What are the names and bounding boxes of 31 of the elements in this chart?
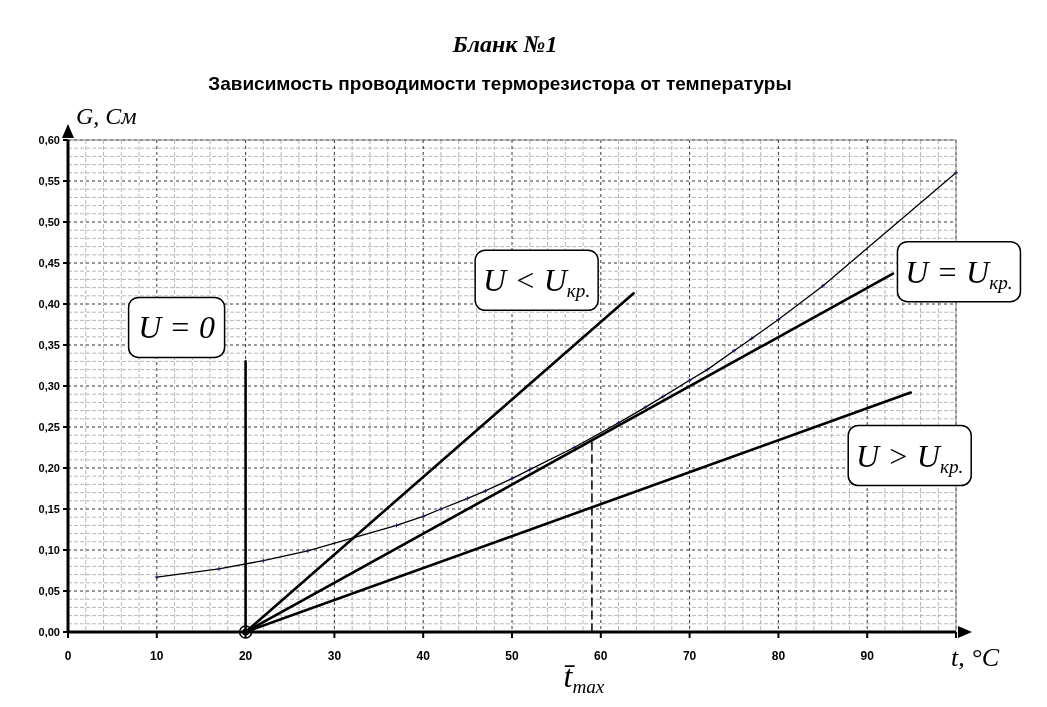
x-tick-label: 60 <box>594 649 608 663</box>
y-tick-label: 0,25 <box>38 421 60 433</box>
series-label: U > U$_{кр.}$ <box>856 437 964 477</box>
y-axis-title: G, См <box>76 103 137 129</box>
x-tick-label: 30 <box>327 649 342 663</box>
x-tick-label: 0 <box>64 649 72 663</box>
chart-title: Бланк №1 <box>451 31 558 57</box>
y-tick-label: 0,40 <box>38 298 60 310</box>
y-tick-label: 0,50 <box>38 216 60 228</box>
y-tick-label: 0,35 <box>38 339 60 351</box>
x-tick-label: 70 <box>682 649 697 663</box>
y-tick-label: 0,20 <box>38 462 60 474</box>
x-tick-label: 20 <box>238 649 253 663</box>
y-tick-label: 0,45 <box>38 257 60 269</box>
y-tick-label: 0,10 <box>38 544 60 556</box>
series-label: U = 0 <box>138 309 215 346</box>
x-tick-label: 80 <box>771 649 786 663</box>
y-tick-label: 0,60 <box>38 134 60 146</box>
y-tick-label: 0,55 <box>38 175 60 187</box>
series-label: U < U$_{кр.}$ <box>483 262 591 302</box>
x-tick-label: 40 <box>416 649 431 663</box>
x-axis-title: t, °C <box>951 643 1000 672</box>
y-tick-label: 0,30 <box>38 380 60 392</box>
y-tick-label: 0,15 <box>38 503 60 515</box>
y-tick-label: 0,05 <box>38 585 60 597</box>
chart-subtitle: Зависимость проводимости терморезистора от температуры <box>208 73 792 94</box>
series-label: U = U$_{кр.}$ <box>905 253 1013 293</box>
x-tick-label: 10 <box>150 649 164 663</box>
x-tick-label: 90 <box>860 649 875 663</box>
x-tick-label: 50 <box>505 649 519 663</box>
y-tick-label: 0,00 <box>38 626 60 638</box>
